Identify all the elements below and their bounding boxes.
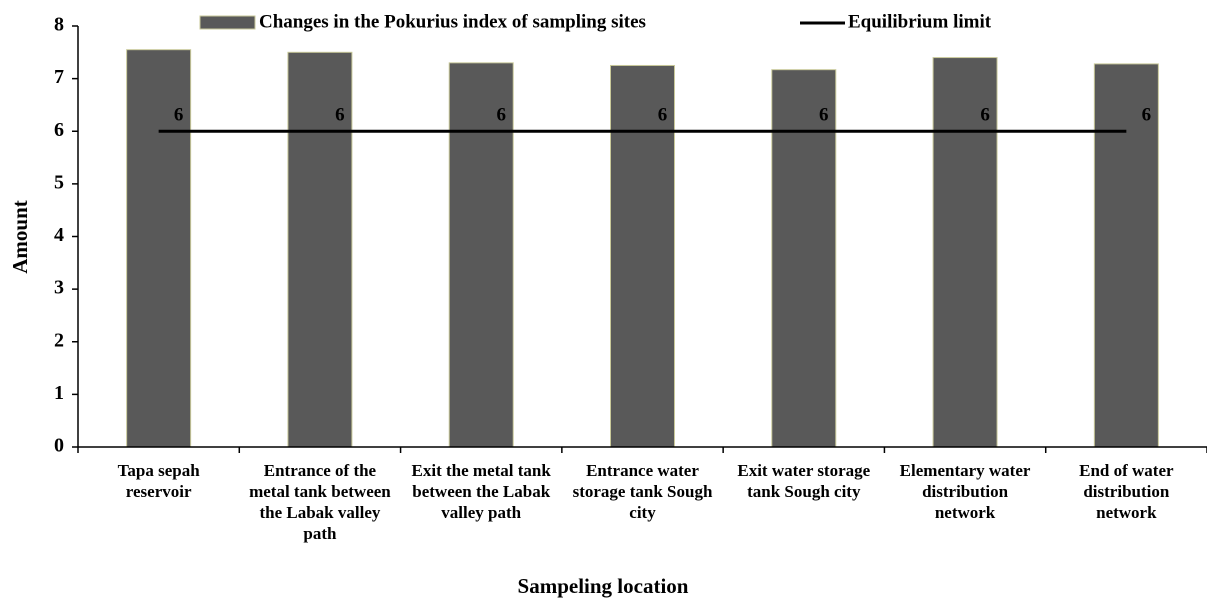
- bar: [287, 51, 353, 448]
- x-tick-label: Entrance water storage tank Sough city: [572, 461, 713, 522]
- legend-label: Changes in the Pokurius index of samplin…: [259, 11, 646, 32]
- data-label: 6: [335, 105, 345, 126]
- x-tick-label: Entrance of the metal tank between the L…: [249, 461, 391, 543]
- bar: [932, 57, 998, 448]
- y-tick-label: 7: [54, 66, 64, 88]
- x-tick-label: Exit the metal tank between the Labak va…: [411, 461, 551, 522]
- x-tick-label: Exit water storage tank Sough city: [737, 461, 871, 501]
- y-tick-label: 2: [54, 329, 64, 351]
- y-tick-label: 1: [54, 382, 64, 404]
- legend-swatch: [199, 15, 256, 30]
- data-label: 6: [1142, 105, 1152, 126]
- y-tick-label: 0: [54, 435, 64, 457]
- data-label: 6: [496, 105, 506, 126]
- bar: [1093, 63, 1159, 448]
- x-tick-label: End of water distribution network: [1079, 461, 1174, 522]
- y-tick-label: 5: [54, 171, 64, 193]
- data-label: 6: [819, 105, 829, 126]
- y-axis-title: Amount: [8, 200, 32, 274]
- data-label: 6: [658, 105, 668, 126]
- x-tick-label: Tapa sepah reservoir: [117, 461, 200, 501]
- y-tick-label: 4: [54, 224, 64, 246]
- x-axis-title: Sampeling location: [518, 574, 689, 598]
- x-tick-label: Elementary water distribution network: [899, 461, 1031, 522]
- data-label: 6: [174, 105, 184, 126]
- y-tick-label: 8: [54, 14, 64, 36]
- y-tick-label: 6: [54, 119, 64, 141]
- y-tick-label: 3: [54, 277, 64, 299]
- bar: [610, 64, 675, 448]
- data-label: 6: [980, 105, 990, 126]
- legend-label: Equilibrium limit: [848, 11, 992, 32]
- bar: [126, 49, 192, 448]
- bar: [771, 69, 837, 448]
